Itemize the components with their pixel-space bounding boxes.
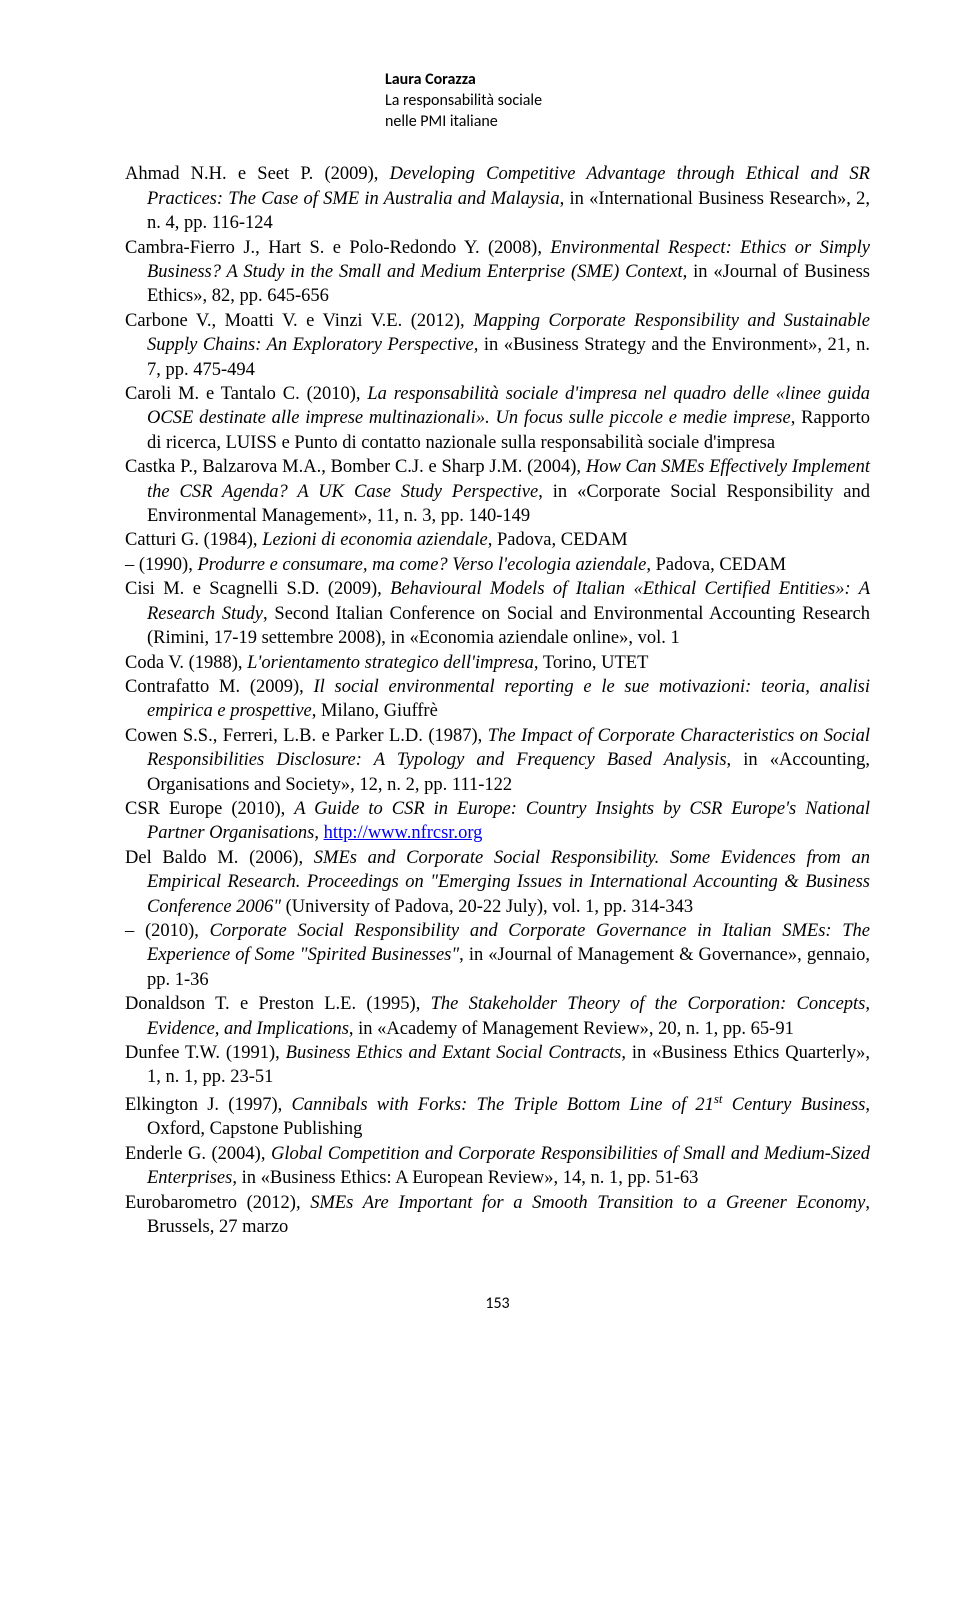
bib-entry-continued: (1990), Produrre e consumare, ma come? V…	[125, 553, 870, 577]
entry-title: SMEs Are Important for a Smooth Transiti…	[310, 1193, 865, 1213]
bib-entry: Castka P., Balzarova M.A., Bomber C.J. e…	[125, 455, 870, 528]
bibliography: Ahmad N.H. e Seet P. (2009), Developing …	[125, 162, 870, 1239]
entry-source: , Milano, Giuffrè	[312, 701, 438, 721]
bib-entry: Enderle G. (2004), Global Competition an…	[125, 1142, 870, 1191]
bib-entry: Donaldson T. e Preston L.E. (1995), The …	[125, 992, 870, 1041]
entry-authors: Donaldson T. e Preston L.E. (1995),	[125, 994, 431, 1014]
bib-entry: Dunfee T.W. (1991), Business Ethics and …	[125, 1041, 870, 1090]
entry-title: Lezioni di economia aziendale	[262, 530, 488, 550]
entry-source: , Padova, CEDAM	[488, 530, 628, 550]
running-header: Laura Corazza La responsabilità sociale …	[385, 70, 870, 132]
page-number: 153	[125, 1294, 870, 1313]
entry-title: Produrre e consumare, ma come? Verso l'e…	[197, 555, 646, 575]
bib-entry: Eurobarometro (2012), SMEs Are Important…	[125, 1191, 870, 1240]
entry-title: Business Ethics and Extant Social Contra…	[286, 1043, 622, 1063]
bib-entry: Ahmad N.H. e Seet P. (2009), Developing …	[125, 162, 870, 235]
entry-title-part1: Cannibals with Forks: The Triple Bottom …	[291, 1095, 713, 1115]
entry-source: (University of Padova, 20-22 July), vol.…	[286, 897, 693, 917]
entry-title: L'orientamento strategico dell'impresa	[247, 653, 534, 673]
entry-year: (2010),	[145, 921, 210, 941]
entry-authors: CSR Europe (2010),	[125, 799, 294, 819]
entry-authors: Caroli M. e Tantalo C. (2010),	[125, 384, 367, 404]
bib-entry: CSR Europe (2010), A Guide to CSR in Eur…	[125, 797, 870, 846]
bib-entry: Carbone V., Moatti V. e Vinzi V.E. (2012…	[125, 309, 870, 382]
entry-authors: Catturi G. (1984),	[125, 530, 262, 550]
entry-authors: Carbone V., Moatti V. e Vinzi V.E. (2012…	[125, 311, 473, 331]
entry-sep: ,	[314, 823, 323, 843]
entry-authors: Coda V. (1988),	[125, 653, 247, 673]
header-title-line1: La responsabilità sociale	[385, 91, 870, 112]
page-container: Laura Corazza La responsabilità sociale …	[0, 0, 960, 1373]
entry-authors: Castka P., Balzarova M.A., Bomber C.J. e…	[125, 457, 586, 477]
entry-link[interactable]: http://www.nfrcsr.org	[324, 823, 483, 843]
bib-entry: Catturi G. (1984), Lezioni di economia a…	[125, 528, 870, 552]
entry-superscript: st	[714, 1091, 723, 1106]
entry-source: , in «Academy of Management Review», 20,…	[349, 1019, 794, 1039]
entry-authors: Enderle G. (2004),	[125, 1144, 271, 1164]
entry-source: , Padova, CEDAM	[646, 555, 786, 575]
entry-source: , Torino, UTET	[534, 653, 649, 673]
header-author: Laura Corazza	[385, 70, 870, 91]
entry-authors: Eurobarometro (2012),	[125, 1193, 310, 1213]
entry-title: Cannibals with Forks: The Triple Bottom …	[291, 1095, 865, 1115]
bib-entry: Del Baldo M. (2006), SMEs and Corporate …	[125, 846, 870, 919]
entry-authors: Contrafatto M. (2009),	[125, 677, 314, 697]
bib-entry: Cambra-Fierro J., Hart S. e Polo-Redondo…	[125, 236, 870, 309]
entry-authors: Cowen S.S., Ferreri, L.B. e Parker L.D. …	[125, 726, 488, 746]
entry-authors: Cisi M. e Scagnelli S.D. (2009),	[125, 579, 390, 599]
bib-entry: Caroli M. e Tantalo C. (2010), La respon…	[125, 382, 870, 455]
bib-entry: Elkington J. (1997), Cannibals with Fork…	[125, 1090, 870, 1142]
entry-title-part2: Century Business	[723, 1095, 866, 1115]
entry-year: (1990),	[139, 555, 198, 575]
entry-authors: Dunfee T.W. (1991),	[125, 1043, 286, 1063]
header-title-line2: nelle PMI italiane	[385, 112, 870, 133]
bib-entry: Coda V. (1988), L'orientamento strategic…	[125, 651, 870, 675]
bib-entry: Cowen S.S., Ferreri, L.B. e Parker L.D. …	[125, 724, 870, 797]
entry-authors: Del Baldo M. (2006),	[125, 848, 314, 868]
entry-source: , in «Business Ethics: A European Review…	[232, 1168, 698, 1188]
entry-authors: Ahmad N.H. e Seet P. (2009),	[125, 164, 390, 184]
bib-entry-continued: (2010), Corporate Social Responsibility …	[125, 919, 870, 992]
entry-authors: Elkington J. (1997),	[125, 1095, 291, 1115]
entry-authors: Cambra-Fierro J., Hart S. e Polo-Redondo…	[125, 238, 550, 258]
bib-entry: Cisi M. e Scagnelli S.D. (2009), Behavio…	[125, 577, 870, 650]
bib-entry: Contrafatto M. (2009), Il social environ…	[125, 675, 870, 724]
